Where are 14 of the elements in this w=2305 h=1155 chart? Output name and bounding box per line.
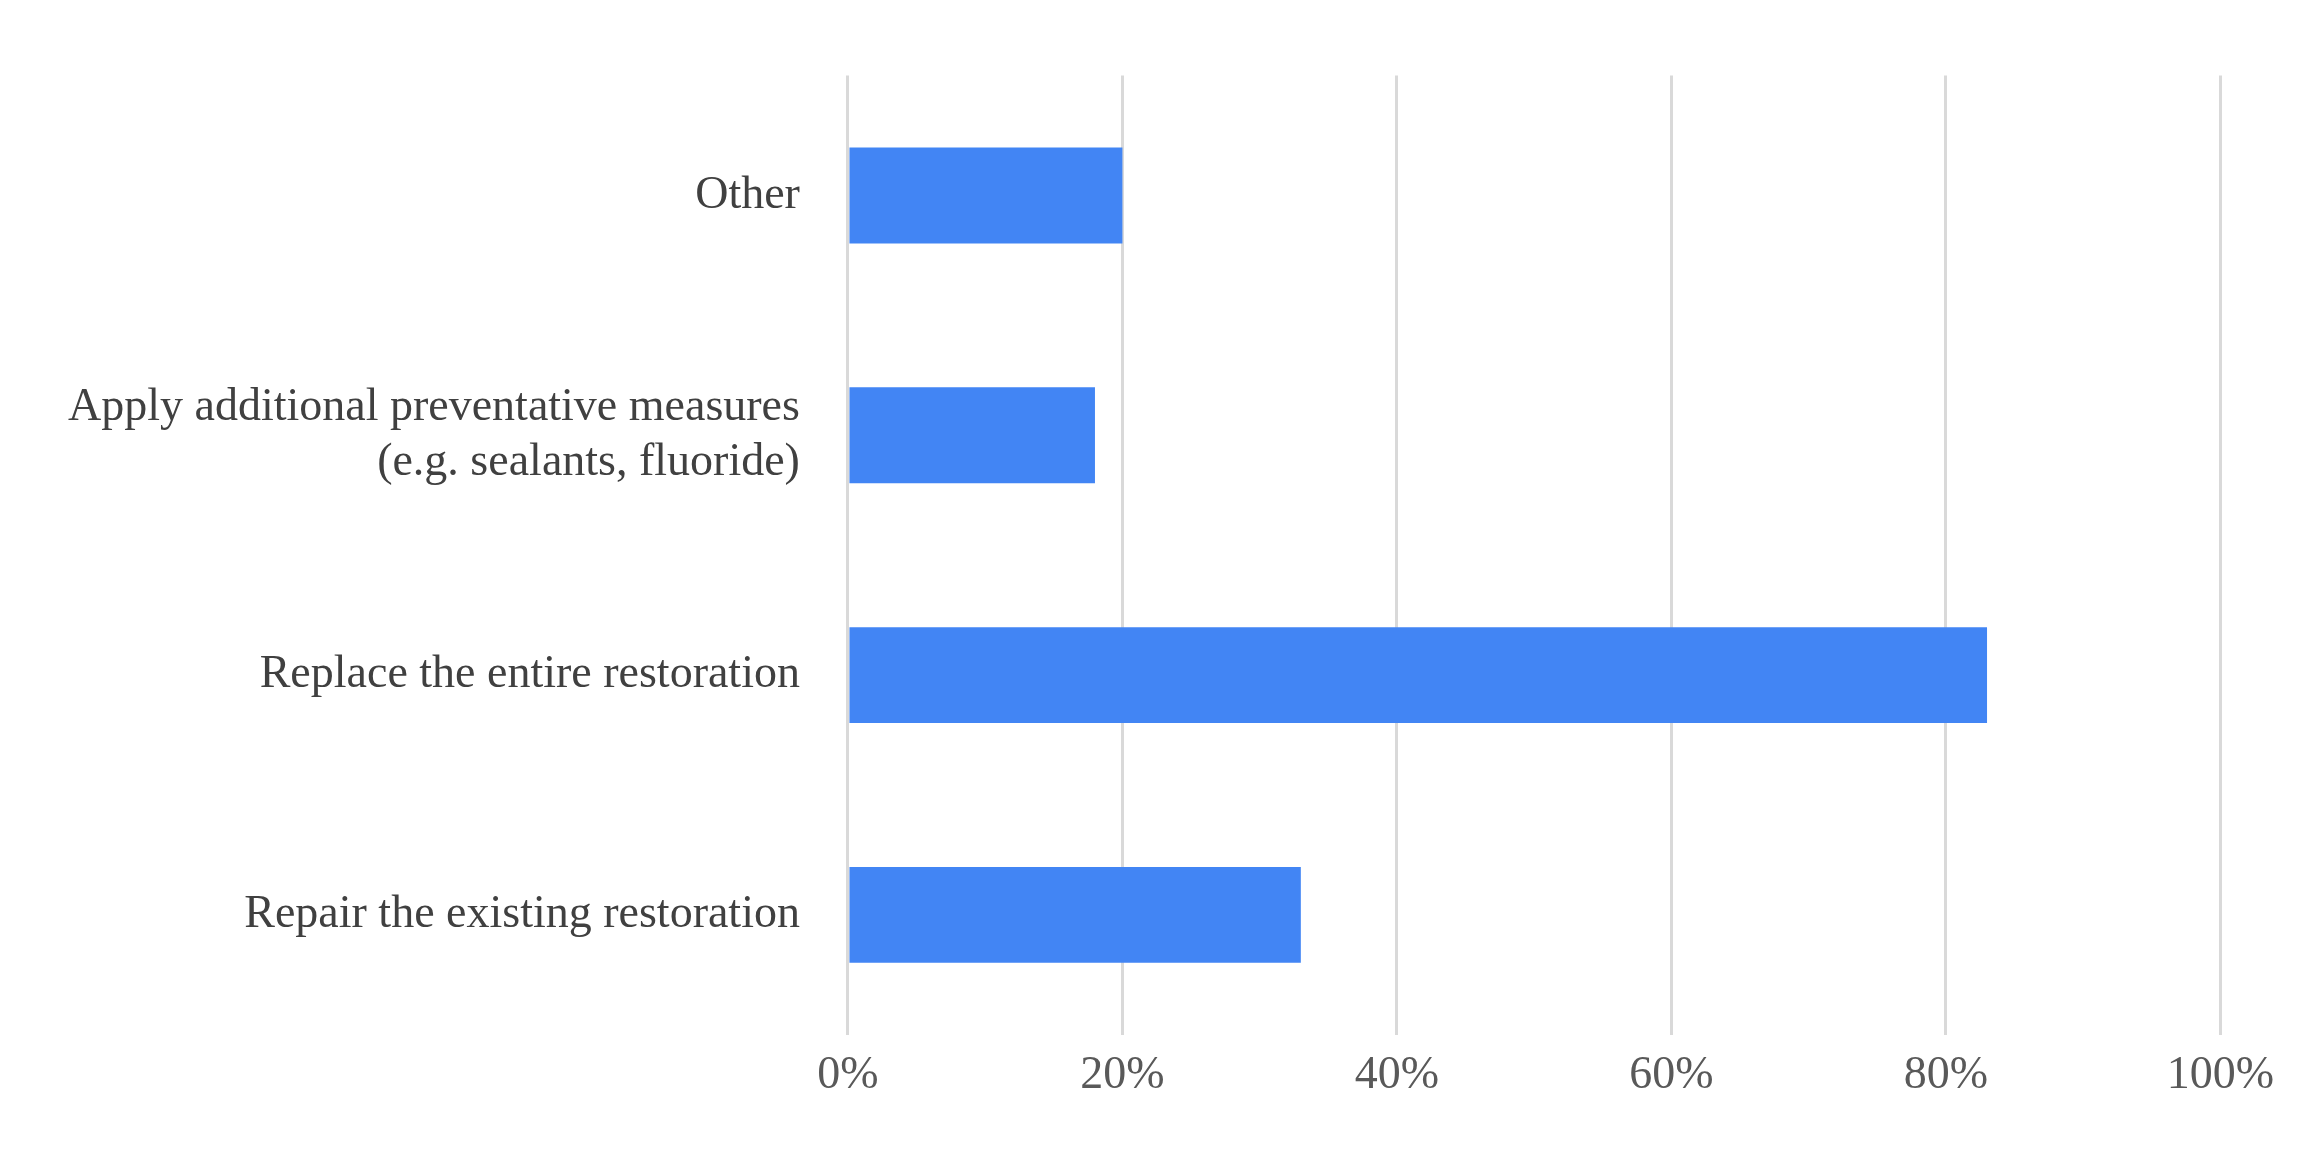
bar bbox=[849, 627, 1988, 724]
bar bbox=[849, 147, 1123, 244]
x-tick-label: 80% bbox=[1903, 1047, 1989, 1099]
bar bbox=[849, 387, 1095, 484]
x-tick-label: 60% bbox=[1629, 1047, 1714, 1099]
y-tick-label: Other bbox=[695, 166, 800, 218]
y-tick-label: Repair the existing restoration bbox=[244, 885, 800, 937]
y-tick-label: Apply additional preventative measures (e.g. sealants, fluoride) bbox=[68, 378, 800, 485]
x-tick-label: 0% bbox=[817, 1047, 879, 1099]
x-tick-label: 100% bbox=[2166, 1047, 2274, 1099]
bar bbox=[849, 866, 1301, 963]
y-tick-label: Replace the entire restoration bbox=[259, 646, 800, 698]
x-tick-label: 40% bbox=[1354, 1047, 1440, 1099]
x-tick-label: 20% bbox=[1080, 1047, 1165, 1099]
